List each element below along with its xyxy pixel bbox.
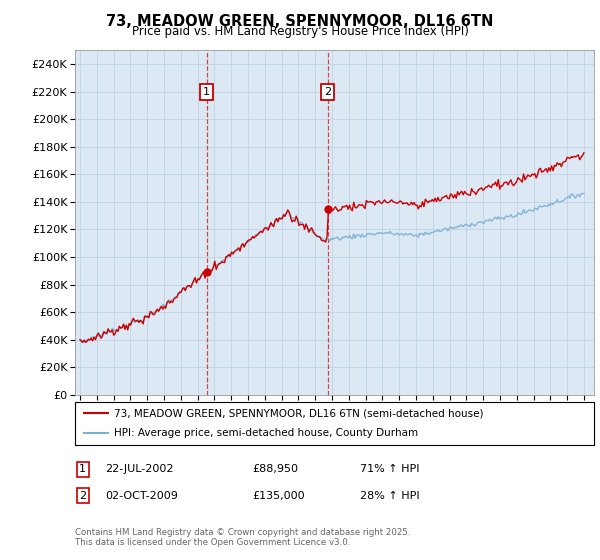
Text: 28% ↑ HPI: 28% ↑ HPI [360, 491, 419, 501]
Text: 02-OCT-2009: 02-OCT-2009 [105, 491, 178, 501]
Text: Price paid vs. HM Land Registry's House Price Index (HPI): Price paid vs. HM Land Registry's House … [131, 25, 469, 38]
Text: 2: 2 [324, 87, 331, 97]
Text: £135,000: £135,000 [252, 491, 305, 501]
Text: 1: 1 [79, 464, 86, 474]
Text: 73, MEADOW GREEN, SPENNYMOOR, DL16 6TN (semi-detached house): 73, MEADOW GREEN, SPENNYMOOR, DL16 6TN (… [114, 408, 484, 418]
Text: 1: 1 [203, 87, 210, 97]
Text: Contains HM Land Registry data © Crown copyright and database right 2025.
This d: Contains HM Land Registry data © Crown c… [75, 528, 410, 547]
Text: 71% ↑ HPI: 71% ↑ HPI [360, 464, 419, 474]
Text: HPI: Average price, semi-detached house, County Durham: HPI: Average price, semi-detached house,… [114, 428, 418, 438]
Text: 73, MEADOW GREEN, SPENNYMOOR, DL16 6TN: 73, MEADOW GREEN, SPENNYMOOR, DL16 6TN [106, 14, 494, 29]
Text: 2: 2 [79, 491, 86, 501]
Text: £88,950: £88,950 [252, 464, 298, 474]
Text: 22-JUL-2002: 22-JUL-2002 [105, 464, 173, 474]
